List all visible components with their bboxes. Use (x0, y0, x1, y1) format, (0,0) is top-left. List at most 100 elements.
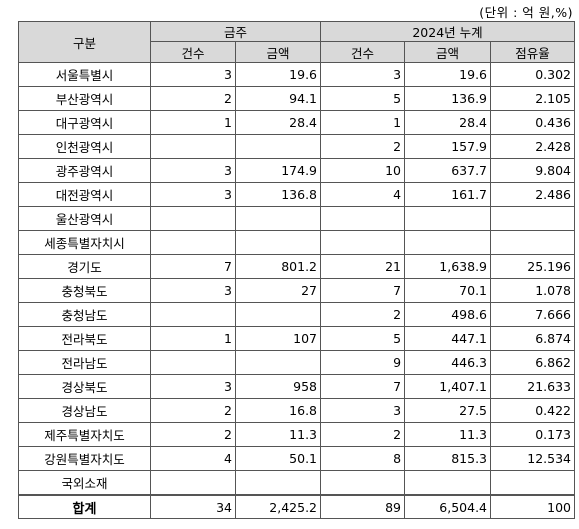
cum-amount-cell: 28.4 (404, 110, 492, 135)
week-amount-cell: 136.8 (234, 182, 322, 207)
cum-amount-cell: 1,638.9 (404, 254, 492, 279)
cum-share-cell: 2.428 (490, 134, 576, 159)
cum-share-cell: 6.874 (490, 326, 576, 351)
cum-count-cell (320, 470, 406, 496)
week-amount-cell: 174.9 (234, 158, 322, 183)
cum-amount-cell: 1,407.1 (404, 374, 492, 399)
cum-share-cell: 25.196 (490, 254, 576, 279)
cum-amount-cell: 498.6 (404, 302, 492, 327)
week-count-cell: 2 (150, 398, 236, 423)
week-count-cell: 2 (150, 422, 236, 447)
cum-amount-cell: 157.9 (404, 134, 492, 159)
table-row: 충청남도 2 498.6 7.666 (18, 302, 576, 327)
cum-share-cell: 9.804 (490, 158, 576, 183)
cum-count-cell (320, 230, 406, 255)
table-row: 경상남도 2 16.8 3 27.5 0.422 (18, 398, 576, 423)
total-cum-amount-cell: 6,504.4 (404, 494, 492, 519)
cum-share-cell: 12.534 (490, 446, 576, 471)
region-name: 경기도 (18, 254, 151, 279)
region-name: 세종특별자치시 (18, 230, 151, 255)
week-amount-cell (234, 134, 322, 159)
week-amount-cell: 19.6 (234, 62, 322, 87)
header-cum-share: 점유율 (490, 41, 576, 63)
table-row: 서울특별시 3 19.6 3 19.6 0.302 (18, 62, 576, 87)
cum-count-cell: 21 (320, 254, 406, 279)
table-row: 강원특별자치도 4 50.1 8 815.3 12.534 (18, 446, 576, 471)
cum-amount-cell: 447.1 (404, 326, 492, 351)
cum-count-cell: 9 (320, 350, 406, 375)
region-name: 국외소재 (18, 470, 151, 496)
header-cum-amount: 금액 (404, 41, 492, 63)
header-week-amount: 금액 (234, 41, 322, 63)
cum-count-cell: 3 (320, 62, 406, 87)
region-name: 경상북도 (18, 374, 151, 399)
region-name: 제주특별자치도 (18, 422, 151, 447)
cum-count-cell: 7 (320, 278, 406, 303)
cum-count-cell: 10 (320, 158, 406, 183)
region-name: 대전광역시 (18, 182, 151, 207)
table-row: 충청북도 3 27 7 70.1 1.078 (18, 278, 576, 303)
week-count-cell (150, 230, 236, 255)
region-name: 대구광역시 (18, 110, 151, 135)
regional-summary-table: 구분 금주 2024년 누계 건수 금액 건수 금액 점유율 서울특별시 3 19.… (18, 21, 576, 519)
cum-share-cell: 0.302 (490, 62, 576, 87)
cum-share-cell: 7.666 (490, 302, 576, 327)
header-cum-count: 건수 (320, 41, 406, 63)
week-count-cell: 2 (150, 86, 236, 111)
header-week-count: 건수 (150, 41, 236, 63)
cum-share-cell: 21.633 (490, 374, 576, 399)
cum-amount-cell: 161.7 (404, 182, 492, 207)
region-name: 부산광역시 (18, 86, 151, 111)
week-count-cell (150, 470, 236, 496)
cum-share-cell: 0.422 (490, 398, 576, 423)
cum-amount-cell: 70.1 (404, 278, 492, 303)
total-cum-count-cell: 89 (320, 494, 406, 519)
cum-share-cell (490, 230, 576, 255)
cum-amount-cell: 637.7 (404, 158, 492, 183)
region-name: 전라북도 (18, 326, 151, 351)
week-count-cell (150, 134, 236, 159)
cum-count-cell (320, 206, 406, 231)
table-row: 경상북도 3 958 7 1,407.1 21.633 (18, 374, 576, 399)
cum-amount-cell: 11.3 (404, 422, 492, 447)
total-row: 합계 34 2,425.2 89 6,504.4 100 (18, 494, 576, 519)
region-name: 인천광역시 (18, 134, 151, 159)
cum-amount-cell: 815.3 (404, 446, 492, 471)
week-count-cell: 1 (150, 326, 236, 351)
week-count-cell: 1 (150, 110, 236, 135)
region-name: 경상남도 (18, 398, 151, 423)
week-amount-cell: 11.3 (234, 422, 322, 447)
table-row: 울산광역시 (18, 206, 576, 231)
cum-count-cell: 3 (320, 398, 406, 423)
table-row: 국외소재 (18, 470, 576, 496)
cum-share-cell: 2.105 (490, 86, 576, 111)
week-count-cell (150, 206, 236, 231)
table-body: 서울특별시 3 19.6 3 19.6 0.302 부산광역시 2 94.1 5 136.9 2.10… (18, 62, 576, 519)
total-region-name: 합계 (18, 494, 151, 519)
week-count-cell: 3 (150, 278, 236, 303)
week-amount-cell: 107 (234, 326, 322, 351)
table-row: 제주특별자치도 2 11.3 2 11.3 0.173 (18, 422, 576, 447)
header-group-week: 금주 (149, 21, 322, 42)
week-count-cell: 3 (150, 182, 236, 207)
week-amount-cell: 50.1 (234, 446, 322, 471)
cum-count-cell: 1 (320, 110, 406, 135)
header-category: 구분 (18, 21, 151, 63)
cum-share-cell: 2.486 (490, 182, 576, 207)
week-amount-cell: 958 (234, 374, 322, 399)
week-amount-cell (234, 206, 322, 231)
table-row: 전라남도 9 446.3 6.862 (18, 350, 576, 375)
region-name: 강원특별자치도 (18, 446, 151, 471)
cum-amount-cell (404, 230, 492, 255)
region-name: 전라남도 (18, 350, 151, 375)
region-name: 광주광역시 (18, 158, 151, 183)
cum-count-cell: 2 (320, 134, 406, 159)
week-amount-cell: 16.8 (234, 398, 322, 423)
cum-amount-cell (404, 206, 492, 231)
week-count-cell: 4 (150, 446, 236, 471)
week-amount-cell: 801.2 (234, 254, 322, 279)
cum-share-cell (490, 206, 576, 231)
cum-count-cell: 2 (320, 422, 406, 447)
region-name: 충청남도 (18, 302, 151, 327)
unit-note: (단위 : 억 원,%) (479, 5, 573, 20)
